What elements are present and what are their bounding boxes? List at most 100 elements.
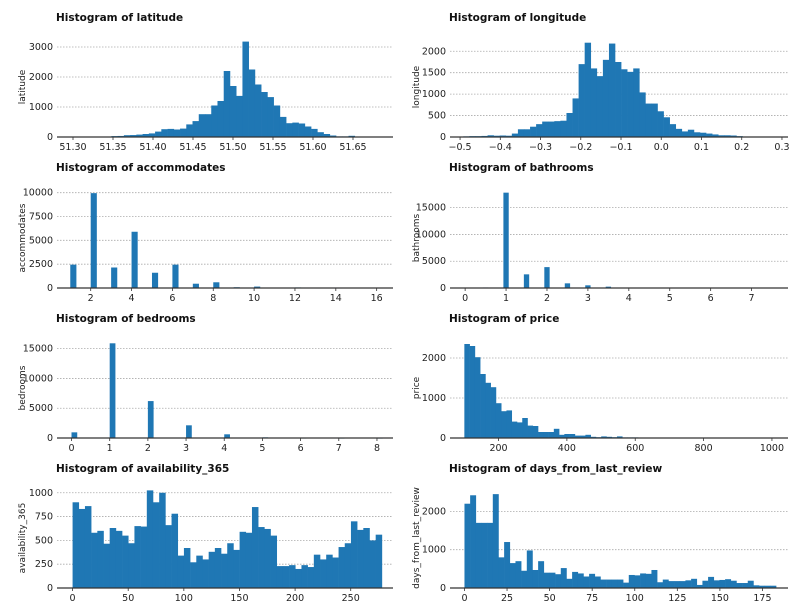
histogram-bar xyxy=(544,267,550,288)
histogram-bar xyxy=(202,559,209,588)
x-tick-label: 51.65 xyxy=(339,142,366,153)
x-tick-label: 150 xyxy=(230,593,248,604)
histogram-bar xyxy=(338,547,346,588)
x-tick-label: 10 xyxy=(248,293,260,304)
y-tick-label: 1000 xyxy=(29,488,53,499)
y-tick-label: 10000 xyxy=(23,188,53,199)
histogram-bar xyxy=(270,535,278,588)
histogram-bar xyxy=(109,343,116,438)
histogram-bar xyxy=(292,122,299,137)
histogram-bar xyxy=(223,70,231,137)
histogram-bar xyxy=(628,574,635,588)
x-tick-label: 50 xyxy=(122,593,134,604)
histogram-panel: Histogram of longitude longitude 0 500 1000 1… xyxy=(412,12,790,153)
histogram-bar xyxy=(517,129,525,137)
histogram-bar xyxy=(148,133,156,137)
histogram-bar xyxy=(675,128,683,137)
y-tick-label: 0 xyxy=(47,433,53,444)
histogram-bar xyxy=(90,193,97,288)
chart-title: Histogram of latitude xyxy=(56,12,183,24)
histogram-bar xyxy=(474,357,481,438)
histogram-bar xyxy=(111,267,118,288)
histogram-bar xyxy=(146,490,154,588)
histogram-bar xyxy=(78,508,86,588)
x-tick-label: 1 xyxy=(503,293,509,304)
histogram-bar xyxy=(233,549,240,588)
histogram-bar xyxy=(239,531,247,588)
histogram-bar xyxy=(172,264,179,288)
histogram-bar xyxy=(736,583,743,588)
histogram-bar xyxy=(724,135,731,137)
x-tick-label: 3 xyxy=(585,293,591,304)
histogram-bar xyxy=(564,283,571,288)
y-tick-label: 5000 xyxy=(29,235,53,246)
x-tick-label: 14 xyxy=(330,293,342,304)
histogram-bar xyxy=(572,98,579,137)
histogram-bar xyxy=(180,128,187,137)
histogram-bar xyxy=(555,574,562,588)
histogram-bar xyxy=(753,585,760,588)
histogram-bar xyxy=(640,573,647,588)
histogram-bar xyxy=(594,576,601,588)
y-tick-label: 0 xyxy=(47,583,53,594)
y-tick-label: 0 xyxy=(440,433,446,444)
histogram-bar xyxy=(254,84,262,137)
histogram-bar xyxy=(301,565,308,588)
x-tick-label: 0 xyxy=(70,593,76,604)
histogram-bar xyxy=(205,114,212,137)
histogram-bar xyxy=(151,272,159,288)
x-tick-label: 4 xyxy=(221,443,227,454)
histogram-bar xyxy=(645,103,652,137)
histogram-bar xyxy=(504,542,511,588)
x-tick-label: 0 xyxy=(461,593,467,604)
histogram-bar xyxy=(142,133,150,137)
chart-title: Histogram of days_from_last_review xyxy=(449,463,663,475)
x-tick-label: 51.50 xyxy=(219,142,246,153)
histogram-bar xyxy=(227,543,234,588)
histogram-bar xyxy=(702,580,709,588)
y-tick-label: 750 xyxy=(35,512,53,523)
histogram-bar xyxy=(248,69,256,137)
y-axis-label: price xyxy=(412,376,422,399)
histogram-bar xyxy=(152,502,160,588)
histogram-bar xyxy=(633,68,640,137)
histogram-bar xyxy=(464,344,470,438)
histogram-bar xyxy=(304,126,312,137)
histogram-bar xyxy=(140,526,148,588)
histogram-bar xyxy=(505,135,513,137)
histogram-bar xyxy=(585,434,591,438)
histogram-bar xyxy=(621,69,628,137)
histogram-bar xyxy=(171,513,179,588)
histogram-bar xyxy=(128,543,135,588)
histogram-bar xyxy=(764,585,771,588)
x-tick-label: 200 xyxy=(489,443,507,454)
histogram-bar xyxy=(623,582,630,588)
histogram-bar xyxy=(475,522,482,588)
x-tick-label: 100 xyxy=(626,593,644,604)
histogram-bar xyxy=(691,578,698,588)
histogram-bar xyxy=(718,135,725,137)
histogram-bar xyxy=(549,572,556,588)
y-tick-label: 500 xyxy=(428,111,446,122)
x-tick-label: 16 xyxy=(371,293,383,304)
histogram-bar xyxy=(559,434,565,438)
histogram-bar xyxy=(480,374,486,438)
histogram-bar xyxy=(538,432,544,438)
histogram-bar xyxy=(611,579,618,588)
x-tick-label: 125 xyxy=(668,593,686,604)
histogram-bar xyxy=(344,543,352,588)
histogram-bar xyxy=(147,401,154,438)
x-tick-label: 50 xyxy=(544,593,556,604)
y-tick-label: 250 xyxy=(35,559,53,570)
histogram-bar xyxy=(527,425,534,438)
histogram-bar xyxy=(261,91,268,137)
y-tick-label: 1500 xyxy=(422,68,446,79)
y-tick-label: 3000 xyxy=(29,42,53,53)
x-tick-label: 25 xyxy=(501,593,513,604)
histogram-bar xyxy=(719,579,726,588)
histogram-bar xyxy=(224,434,230,438)
histogram-bar xyxy=(553,428,560,438)
histogram-bar xyxy=(167,128,175,137)
histogram-bar xyxy=(503,192,509,288)
